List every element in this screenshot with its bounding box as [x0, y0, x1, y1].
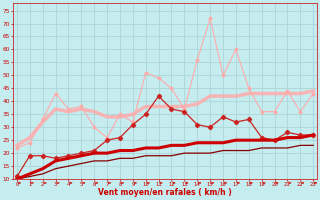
X-axis label: Vent moyen/en rafales ( km/h ): Vent moyen/en rafales ( km/h ) — [98, 188, 232, 197]
